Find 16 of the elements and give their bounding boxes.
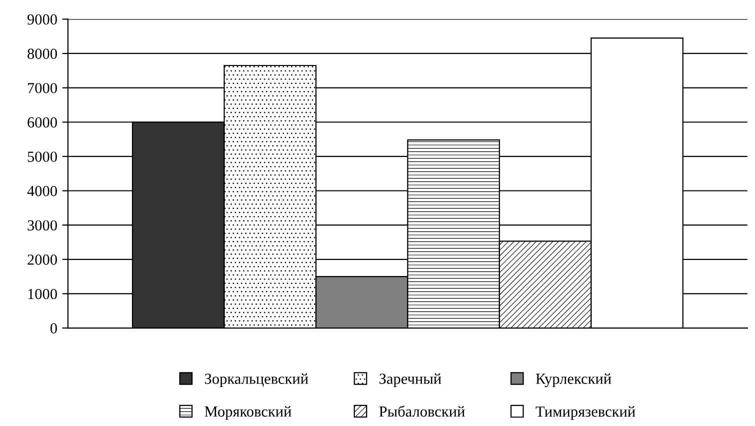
y-tick-label: 3000: [28, 220, 57, 231]
y-tick-label: 7000: [28, 82, 57, 94]
y-tick-label: 6000: [28, 117, 57, 128]
legend-label: Заречный: [380, 373, 442, 388]
y-tick-label: 0: [50, 323, 57, 334]
y-tick-label: 5000: [28, 152, 57, 162]
legend-label: Зоркальцевский: [204, 373, 308, 388]
y-tick-label: 2000: [28, 254, 57, 265]
legend-label: Моряковский: [204, 406, 292, 420]
y-tick-label: 4000: [27, 186, 57, 196]
y-tick-label: 8000: [28, 48, 57, 59]
legend-label: Тимирязевский: [536, 406, 636, 420]
legend-label: Курлекский: [536, 373, 612, 388]
y-tick-label: 9000: [27, 14, 57, 25]
legend-label: Рыбаловский: [379, 406, 465, 417]
y-tick-label: 1000: [28, 288, 57, 300]
